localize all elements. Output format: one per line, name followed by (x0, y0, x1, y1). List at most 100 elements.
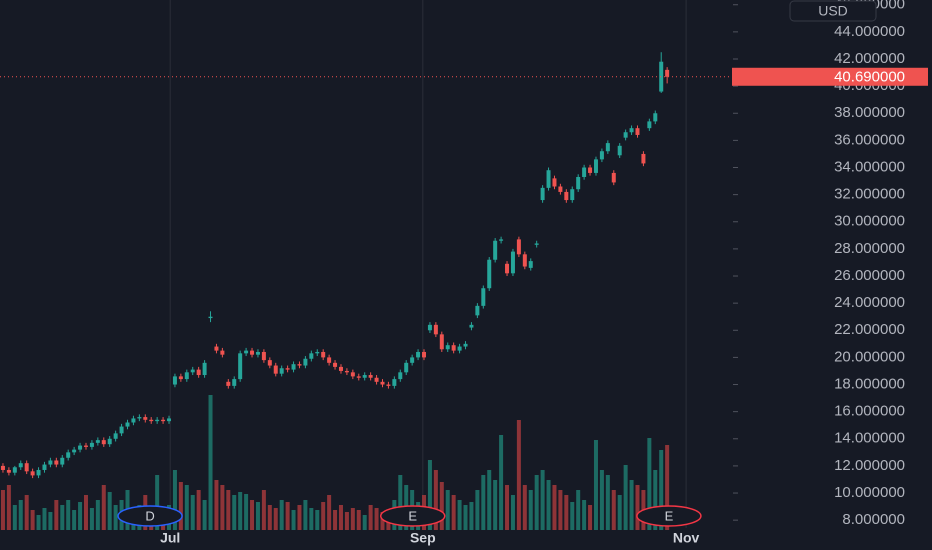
y-tick-label: 28.000000 (834, 240, 905, 257)
candle-body (534, 243, 539, 245)
volume-bar (493, 480, 498, 530)
candle-body (315, 351, 320, 354)
candle-body (540, 187, 545, 201)
volume-bar (18, 500, 23, 530)
candle-body (60, 457, 65, 465)
volume-bar (184, 485, 189, 530)
volume-bar (291, 510, 296, 530)
volume-bar (570, 502, 575, 530)
candle-body (635, 128, 640, 135)
candle-body (30, 471, 35, 476)
candle-body (172, 376, 177, 385)
volume-bar (66, 500, 71, 530)
volume-bar (273, 508, 278, 530)
price-pane (0, 52, 670, 479)
candle-body (617, 145, 622, 156)
candle-body (250, 350, 255, 355)
candle-body (131, 418, 136, 423)
candle-body (576, 177, 581, 190)
last-price-badge (732, 67, 928, 86)
candle-body (0, 465, 5, 470)
volume-bar (285, 502, 290, 530)
candle-body (18, 463, 23, 468)
candle-body (95, 440, 100, 443)
volume-bar (398, 475, 403, 530)
candle-body (605, 143, 610, 152)
volume-bar (321, 502, 326, 530)
last-price-label: 40.690000 (834, 69, 905, 86)
volume-bar (54, 500, 59, 530)
candle-body (552, 178, 557, 187)
candle-body (433, 324, 438, 335)
volume-bar (611, 490, 616, 530)
candle-body (232, 379, 237, 386)
candle-body (297, 364, 302, 366)
volume-bar (356, 510, 361, 530)
volume-bar (6, 485, 11, 530)
candle-body (487, 259, 492, 289)
volume-bar (226, 490, 231, 530)
volume-bar (427, 460, 432, 530)
volume-bar (546, 480, 551, 530)
volume-bar (72, 510, 77, 530)
volume-bar (30, 510, 35, 530)
candle-body (184, 372, 189, 380)
volume-bar (83, 495, 88, 530)
volume-bar (220, 485, 225, 530)
volume-bar (552, 485, 557, 530)
event-marker[interactable] (636, 505, 702, 527)
candle-body (309, 353, 314, 359)
volume-bar (338, 505, 343, 530)
candle-body (386, 384, 391, 386)
candle-body (422, 351, 427, 358)
candle-body (72, 449, 77, 453)
volume-bar (202, 500, 207, 530)
y-tick-label: 12.000000 (834, 457, 905, 474)
candle-body (167, 418, 172, 422)
volume-bar (196, 490, 201, 530)
candle-body (588, 167, 593, 173)
currency-button[interactable] (789, 0, 877, 22)
candle-body (202, 362, 207, 376)
candle-body (570, 189, 575, 201)
candle-body (214, 346, 219, 351)
candle-body (196, 369, 201, 376)
volume-bar (48, 512, 53, 530)
candle-body (327, 357, 332, 363)
event-label: E (408, 508, 417, 523)
volume-bar (238, 492, 243, 530)
volume-bar (510, 495, 515, 530)
candle-body (629, 128, 634, 133)
volume-bar (113, 505, 118, 530)
y-tick-label: 34.000000 (834, 158, 905, 175)
event-marker[interactable] (117, 505, 183, 527)
candle-body (439, 334, 444, 350)
volume-bar (445, 490, 450, 530)
volume-bar (635, 485, 640, 530)
candle-body (665, 69, 670, 77)
volume-bar (522, 485, 527, 530)
event-marker[interactable] (379, 505, 446, 527)
volume-bar (255, 502, 260, 530)
y-tick-label: 22.000000 (834, 321, 905, 338)
candle-body (119, 426, 124, 434)
x-tick-label: Nov (673, 530, 700, 546)
candle-body (398, 372, 403, 380)
volume-bar (250, 500, 255, 530)
candle-body (267, 360, 272, 366)
candle-body (404, 362, 409, 373)
y-tick-label: 16.000000 (834, 403, 905, 420)
volume-bar (101, 485, 106, 530)
volume-bar (374, 508, 379, 530)
candle-body (66, 452, 71, 458)
candle-body (36, 469, 41, 476)
candle-body (42, 464, 47, 470)
candle-body (155, 419, 160, 422)
volume-bar (499, 435, 504, 530)
y-tick-label: 32.000000 (834, 186, 905, 203)
candle-body (481, 288, 486, 306)
volume-bar (333, 510, 338, 530)
candle-body (190, 369, 195, 373)
